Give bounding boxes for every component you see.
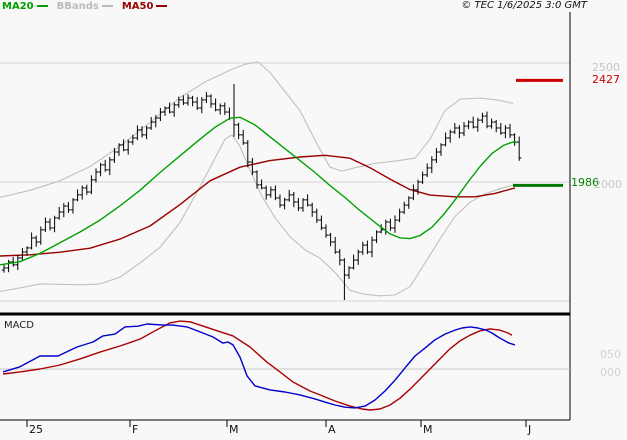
macd-panel-title: MACD: [4, 320, 34, 331]
support-level-label: 1986: [571, 176, 599, 189]
macd-scale-label-050: 050: [600, 348, 621, 361]
legend: MA20 BBands MA50: [2, 0, 176, 12]
gridline-label-2500: 2500: [592, 61, 620, 74]
legend-ma50-label: MA50: [121, 0, 154, 12]
legend-item-ma20: MA20: [2, 1, 48, 12]
legend-ma20-label: MA20: [2, 0, 34, 12]
copyright-text: © TEC 1/6/2025 3:0 GMT: [461, 0, 587, 11]
x-tick-label-25: 25: [29, 423, 43, 436]
bbands-line-swatch-icon: [101, 5, 113, 7]
x-tick-label-M: M: [229, 423, 239, 436]
gridline-label-2000: 2000: [594, 178, 622, 191]
ma50-line-swatch-icon: [156, 5, 168, 7]
resistance-level-label: 2427: [592, 73, 620, 86]
ma20-line-swatch-icon: [36, 5, 48, 7]
legend-item-bbands: BBands: [57, 1, 113, 12]
legend-item-ma50: MA50: [122, 1, 168, 12]
legend-bbands-label: BBands: [56, 0, 99, 12]
x-tick-label-A: A: [328, 423, 336, 436]
x-tick-label-J: J: [528, 423, 532, 436]
x-tick-label-F: F: [132, 423, 139, 436]
macd-scale-label-000: 000: [600, 366, 621, 379]
x-tick-label-M: M: [423, 423, 433, 436]
